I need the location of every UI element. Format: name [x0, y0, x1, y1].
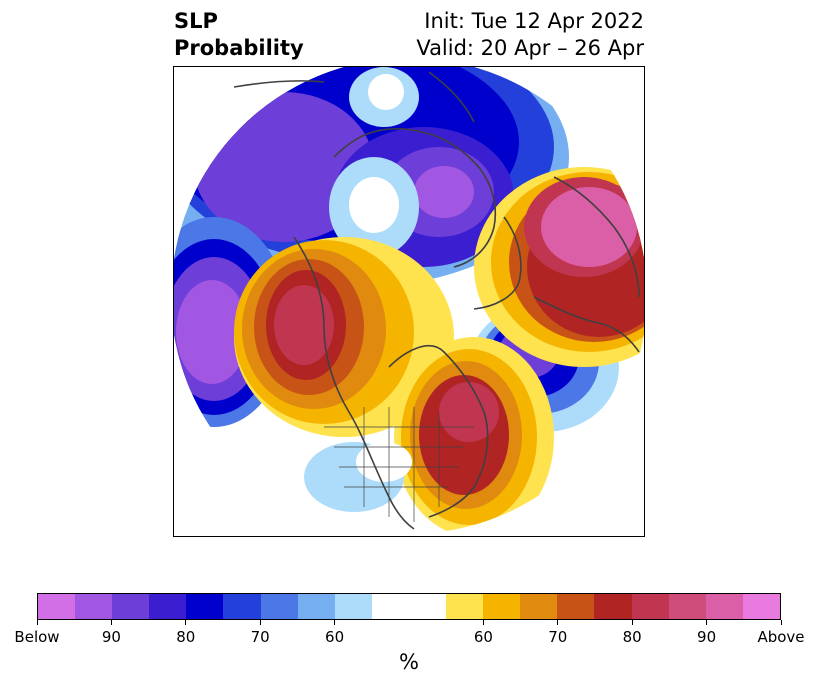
- colorbar-swatch-below-1: [38, 594, 76, 619]
- colorbar-swatch-neutral: [371, 594, 447, 619]
- colorbar-tick-mark: [557, 620, 559, 625]
- colorbar-swatch-below-7: [260, 594, 298, 619]
- colorbar-tick-mark: [259, 620, 261, 625]
- colorbar-tick-mark: [706, 620, 708, 625]
- colorbar-swatch-above-9: [742, 594, 780, 619]
- colorbar-swatch-above-6: [631, 594, 669, 619]
- below-normal-us-plains: [304, 442, 412, 512]
- colorbar-tick-label: 70: [250, 628, 270, 646]
- colorbar-swatch-above-1: [446, 594, 484, 619]
- colorbar-tick-label: Below: [14, 628, 60, 646]
- colorbar-swatch-below-9: [334, 594, 372, 619]
- probability-map: [174, 67, 644, 534]
- colorbar-tick-label: 90: [101, 628, 121, 646]
- colorbar-tick-mark: [631, 620, 633, 625]
- colorbar-tick-label: 90: [697, 628, 717, 646]
- valid-range: Valid: 20 Apr – 26 Apr: [416, 36, 644, 60]
- colorbar-swatch-above-4: [557, 594, 595, 619]
- map-title: SLP Probability: [174, 8, 304, 62]
- above-normal-east-america: [394, 337, 554, 534]
- title-line-1: SLP: [174, 9, 218, 33]
- title-line-2: Probability: [174, 36, 304, 60]
- colorbar-tick-mark: [185, 620, 187, 625]
- colorbar-swatch-above-2: [483, 594, 521, 619]
- colorbar-swatch-above-5: [594, 594, 632, 619]
- colorbar: [37, 593, 781, 620]
- valid-info: Init: Tue 12 Apr 2022 Valid: 20 Apr – 26…: [416, 8, 644, 62]
- colorbar-tick-mark: [334, 620, 336, 625]
- colorbar-swatch-below-4: [149, 594, 187, 619]
- colorbar-tick-mark: [482, 620, 484, 625]
- colorbar-tick-label: 80: [176, 628, 196, 646]
- colorbar-swatch-above-3: [520, 594, 558, 619]
- colorbar-swatch-below-2: [75, 594, 113, 619]
- colorbar-swatch-above-8: [705, 594, 743, 619]
- colorbar-unit-label: %: [399, 650, 419, 674]
- colorbar-swatch-above-7: [668, 594, 706, 619]
- colorbar-swatch-below-3: [112, 594, 150, 619]
- state-borders: [324, 407, 474, 522]
- colorbar-tick-mark: [780, 620, 782, 625]
- colorbar-swatch-below-8: [297, 594, 335, 619]
- colorbar-tick-label: 70: [548, 628, 568, 646]
- colorbar-tick-mark: [110, 620, 112, 625]
- map-panel: [173, 66, 645, 537]
- colorbar-tick-label: Above: [757, 628, 805, 646]
- colorbar-swatch-below-5: [186, 594, 224, 619]
- init-date: Init: Tue 12 Apr 2022: [424, 9, 644, 33]
- colorbar-tick-mark: [36, 620, 38, 625]
- colorbar-tick-label: 60: [325, 628, 345, 646]
- colorbar-swatch-below-6: [223, 594, 261, 619]
- colorbar-tick-label: 60: [473, 628, 493, 646]
- colorbar-tick-label: 80: [622, 628, 642, 646]
- coastlines: [233, 71, 640, 530]
- forecast-field: [174, 67, 644, 534]
